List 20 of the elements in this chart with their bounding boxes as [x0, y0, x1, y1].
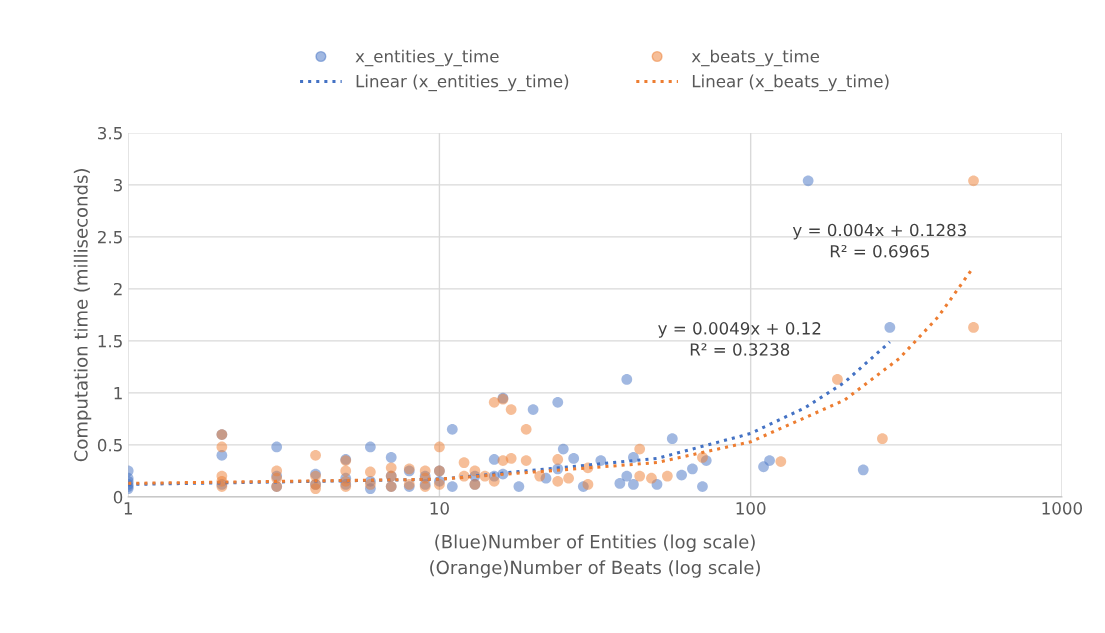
- y-tick-label: 1: [114, 387, 122, 400]
- x-axis-title: (Blue)Number of Entities (log scale) (Orange)Number of Beats (log scale): [430, 534, 760, 578]
- x-tick-label: 1000: [1042, 502, 1083, 515]
- y-tick-label: 0: [113, 490, 123, 504]
- y-tick-label: 1.5: [98, 335, 122, 348]
- annotation: y = 0.0049x + 0.12 R² = 0.3238: [658, 322, 821, 356]
- legend-label: x_beats_y_time: [691, 49, 820, 67]
- x-tick-label: 10: [430, 502, 449, 515]
- legend-label: Linear (x_entities_y_time): [356, 74, 569, 92]
- legend-label: x_entities_y_time: [355, 49, 499, 67]
- y-tick-label: 3.5: [98, 126, 122, 140]
- y-tick-label: 2: [113, 282, 122, 296]
- y-axis-title: Computation time (milliseconds): [73, 169, 92, 462]
- annotation: y = 0.004x + 0.1283 R² = 0.6965: [792, 223, 966, 258]
- legend-label: Linear (x_beats_y_time): [692, 74, 889, 92]
- y-tick-label: 2.5: [98, 230, 122, 244]
- y-tick-label: 3: [113, 178, 122, 192]
- y-tick-label: 0.5: [97, 438, 122, 452]
- x-tick-label: 1: [124, 502, 132, 515]
- x-tick-label: 100: [736, 502, 766, 515]
